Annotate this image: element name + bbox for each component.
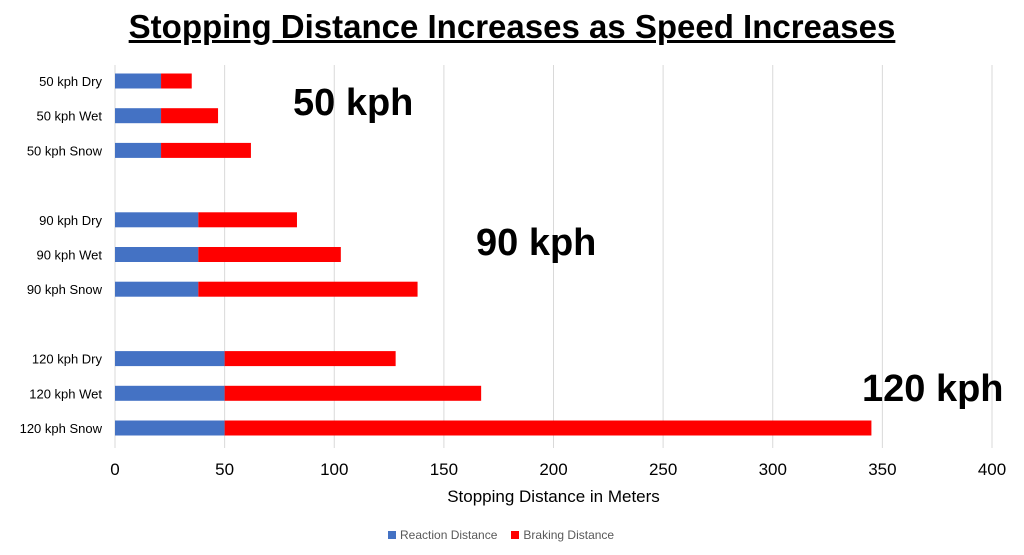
bar-reaction (115, 212, 199, 228)
bar-reaction (115, 385, 225, 401)
y-tick-label: 50 kph Dry (39, 74, 102, 89)
annotation-50kph: 50 kph (293, 82, 414, 124)
bar-braking (161, 73, 192, 89)
legend-swatch (388, 531, 396, 539)
bar-reaction (115, 247, 199, 262)
bar-reaction (115, 142, 162, 158)
bar-braking (224, 385, 482, 401)
bar-braking (198, 247, 341, 262)
y-tick-label: 120 kph Wet (29, 386, 102, 401)
y-tick-label: 90 kph Dry (39, 213, 102, 228)
y-tick-label: 90 kph Snow (27, 282, 103, 297)
chart-title: Stopping Distance Increases as Speed Inc… (128, 8, 896, 45)
legend-item-reaction: Reaction Distance (388, 528, 497, 542)
x-tick-label: 150 (430, 460, 458, 479)
bar-braking (198, 212, 297, 228)
x-tick-label: 100 (320, 460, 348, 479)
x-tick-label: 300 (759, 460, 787, 479)
x-tick-label: 350 (868, 460, 896, 479)
x-tick-label: 200 (539, 460, 567, 479)
bar-braking (224, 351, 396, 367)
y-tick-label: 50 kph Snow (27, 143, 103, 158)
bar-reaction (115, 281, 199, 297)
bar-reaction (115, 73, 162, 89)
x-tick-label: 50 (215, 460, 234, 479)
annotation-90kph: 90 kph (476, 222, 597, 264)
bar-reaction (115, 420, 225, 436)
annotation-120kph: 120 kph (862, 368, 1004, 410)
bar-reaction (115, 108, 162, 124)
y-tick-label: 120 kph Snow (20, 421, 103, 436)
x-tick-label: 400 (978, 460, 1006, 479)
x-tick-label: 250 (649, 460, 677, 479)
x-tick-label: 0 (110, 460, 119, 479)
y-tick-label: 50 kph Wet (36, 109, 102, 124)
y-tick-label: 90 kph Wet (36, 248, 102, 263)
legend: Reaction Distance Braking Distance (388, 528, 614, 542)
legend-label: Braking Distance (523, 528, 615, 542)
y-tick-label: 120 kph Dry (32, 352, 103, 367)
bar-braking (161, 142, 251, 158)
legend-label: Reaction Distance (400, 528, 498, 542)
legend-swatch (511, 531, 520, 539)
bar-reaction (115, 351, 225, 367)
bar-braking (224, 420, 872, 436)
bar-braking (198, 281, 418, 297)
bar-braking (161, 108, 219, 124)
x-axis-label: Stopping Distance in Meters (447, 487, 660, 506)
legend-item-braking: Braking Distance (511, 528, 614, 542)
